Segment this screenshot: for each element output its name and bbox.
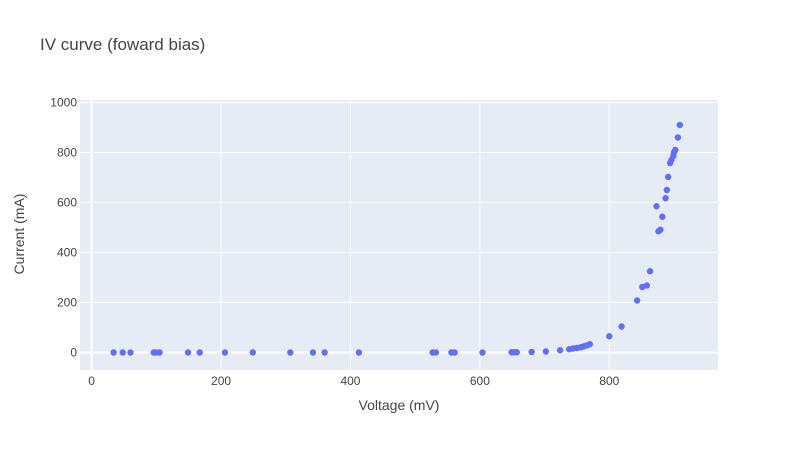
data-point (110, 349, 117, 356)
data-point (653, 203, 660, 210)
y-tick-label: 400 (57, 246, 77, 260)
data-point (618, 323, 625, 330)
data-point (633, 297, 641, 304)
x-tick-label: 400 (340, 374, 360, 388)
y-tick-label: 800 (57, 146, 77, 160)
data-point (672, 146, 679, 154)
y-tick-label: 200 (57, 296, 77, 310)
data-point (556, 347, 564, 354)
data-point (663, 186, 671, 194)
data-point (119, 349, 126, 356)
data-point (659, 213, 666, 220)
data-point (451, 349, 458, 356)
y-tick-label: 0 (70, 346, 77, 360)
x-tick-label: 0 (88, 374, 95, 388)
data-point (321, 349, 328, 356)
y-tick-label: 600 (57, 196, 77, 210)
data-point (287, 349, 294, 356)
ticks-layer: 0 200 400 600 800 0 200 400 600 800 1000 (50, 96, 619, 389)
data-point (156, 349, 163, 356)
data-point (674, 134, 682, 141)
chart-title: IV curve (foward bias) (40, 35, 205, 54)
data-point (606, 333, 613, 340)
x-tick-label: 600 (470, 374, 490, 388)
data-point (479, 349, 486, 356)
data-point (662, 195, 669, 202)
data-point (127, 349, 134, 356)
data-point (184, 349, 192, 356)
plot-area (80, 100, 718, 370)
data-point (643, 282, 651, 289)
data-point (196, 349, 203, 356)
data-point (432, 349, 440, 356)
x-tick-label: 800 (599, 374, 619, 388)
y-axis-title: Current (mA) (11, 194, 27, 275)
data-point (513, 349, 520, 356)
data-point (664, 173, 672, 181)
data-point (309, 349, 317, 356)
data-point (528, 348, 535, 356)
data-point (249, 349, 256, 356)
x-axis-title: Voltage (mV) (359, 397, 440, 413)
data-point (221, 349, 229, 356)
x-tick-label: 200 (211, 374, 231, 388)
y-tick-label: 1000 (50, 96, 77, 110)
data-point (542, 348, 550, 355)
data-point (657, 226, 664, 233)
data-point (586, 341, 594, 348)
data-point (355, 349, 363, 356)
data-point (646, 268, 654, 275)
data-point (676, 121, 684, 129)
marks-layer (110, 121, 684, 356)
